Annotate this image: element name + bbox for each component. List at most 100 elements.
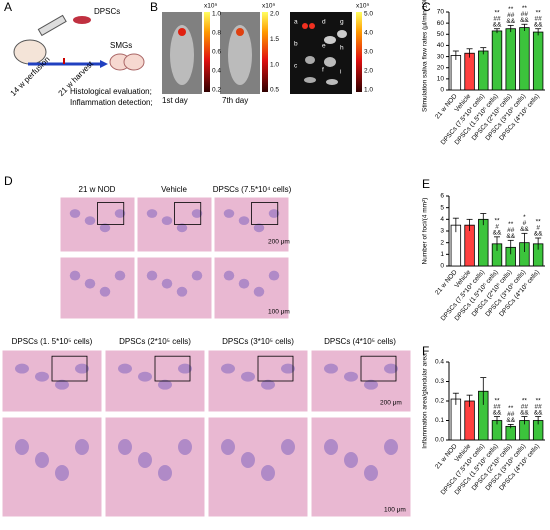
significance: #: [495, 224, 499, 231]
infiltrate: [75, 363, 89, 374]
infiltrate: [161, 216, 173, 226]
significance: **: [494, 218, 500, 225]
organ-letter: c: [294, 63, 298, 70]
y-tick-label: 0: [440, 87, 444, 94]
significance: &&: [506, 18, 515, 25]
significance: **: [536, 397, 542, 404]
y-tick-label: 50: [437, 31, 445, 38]
infiltrate: [75, 439, 89, 455]
infiltrate: [114, 209, 126, 218]
scale-tick-label: 0.4: [212, 68, 221, 75]
scale-tick-label: 1.0: [212, 11, 221, 18]
y-tick-label: 0.1: [435, 417, 444, 424]
significance: ##: [507, 411, 515, 418]
y-tick-label: 20: [437, 64, 445, 71]
infiltrate: [261, 465, 275, 481]
bar: [519, 27, 530, 91]
ivis-images: [162, 12, 362, 94]
scale-unit: x10⁹: [204, 3, 217, 10]
bar: [464, 52, 475, 91]
significance: **: [536, 9, 542, 16]
scale-bar-label: 200 μm: [268, 239, 290, 246]
bar: [450, 55, 462, 91]
y-tick-label: 0.4: [435, 359, 444, 366]
micrograph: [136, 256, 213, 320]
group-title: DPSCs (3*10⁵ cells): [222, 337, 294, 346]
infiltrate: [69, 209, 81, 218]
infiltrate: [176, 223, 188, 233]
infiltrate: [281, 439, 295, 455]
y-tick-label: 0.2: [435, 398, 444, 405]
panel-letter: D: [4, 174, 13, 188]
significance: **: [508, 6, 514, 13]
significance: ##: [535, 403, 543, 410]
significance: &&: [520, 409, 529, 416]
significance: &&: [493, 21, 502, 28]
infiltrate: [114, 270, 126, 281]
panel-letter: E: [422, 177, 430, 191]
infiltrate: [176, 286, 188, 297]
y-axis-label: Number of foci/(4 mm²): [422, 198, 429, 265]
infiltrate: [35, 452, 49, 468]
label: Inflammation detection;: [70, 98, 153, 107]
infiltrate: [55, 379, 69, 390]
y-tick-label: 6: [440, 193, 444, 200]
significance: &&: [520, 226, 529, 233]
significance: #: [523, 220, 527, 227]
significance: &&: [534, 231, 543, 238]
significance: &&: [493, 230, 502, 237]
scale-bar-label: 100 μm: [384, 507, 406, 514]
infiltrate: [99, 223, 111, 233]
infiltrate: [158, 379, 172, 390]
infiltrate: [178, 439, 192, 455]
scale-tick-label: 4.0: [364, 30, 373, 37]
organ-letter: e: [322, 43, 326, 50]
zoom-box: [360, 355, 397, 382]
infiltrate: [15, 363, 29, 374]
infiltrate: [384, 363, 398, 374]
infiltrate: [178, 363, 192, 374]
scale-tick-label: 1.0: [364, 87, 373, 94]
scale-unit: x10⁹: [262, 3, 275, 10]
group-title: DPSCs (4*10⁵ cells): [324, 337, 396, 346]
group-title: Vehicle: [161, 185, 187, 194]
micrograph: [59, 256, 136, 320]
bar: [505, 425, 516, 441]
micrographs: [1, 196, 412, 518]
infiltrate: [118, 363, 132, 374]
significance: &&: [493, 409, 502, 416]
micrograph: [104, 416, 206, 518]
panel-letter: B: [150, 0, 158, 14]
y-tick-label: 0: [440, 263, 444, 270]
infiltrate: [99, 286, 111, 297]
organ-letter: d: [322, 19, 326, 26]
scale-tick-label: 1.0: [270, 61, 279, 68]
bar: [450, 398, 462, 441]
infiltrate: [55, 465, 69, 481]
infiltrate: [138, 452, 152, 468]
organ-letter: b: [294, 41, 298, 48]
group-title: DPSCs (1. 5*10⁵ cells): [12, 337, 93, 346]
zoom-box: [174, 202, 202, 225]
bar: [478, 218, 489, 267]
y-tick-label: 30: [437, 53, 445, 60]
significance: ##: [521, 403, 529, 410]
scale-labels: 1.0 0.8 0.6 0.4 0.2 2.0 1.5 1.0 0.5 5.0 4.0 3.0 2.0 1…: [212, 11, 373, 94]
zoom-box: [97, 202, 125, 225]
significance: **: [494, 397, 500, 404]
scale-tick-label: 1.5: [270, 36, 279, 43]
scale-tick-label: 0.8: [212, 30, 221, 37]
scale-bar-label: 200 μm: [380, 400, 402, 407]
infiltrate: [238, 278, 250, 289]
scale-tick-label: 2.0: [364, 68, 373, 75]
scale-bar-label: 100 μm: [268, 309, 290, 316]
scale-tick-label: 2.0: [270, 11, 279, 18]
infiltrate: [158, 465, 172, 481]
y-tick-label: 3: [440, 228, 444, 235]
zoom-box: [257, 355, 294, 382]
significance: **: [522, 397, 528, 404]
bar: [464, 224, 475, 267]
scale-tick-label: 0.2: [212, 87, 221, 94]
organ-letter: h: [340, 45, 344, 52]
scale-tick-label: 3.0: [364, 49, 373, 56]
